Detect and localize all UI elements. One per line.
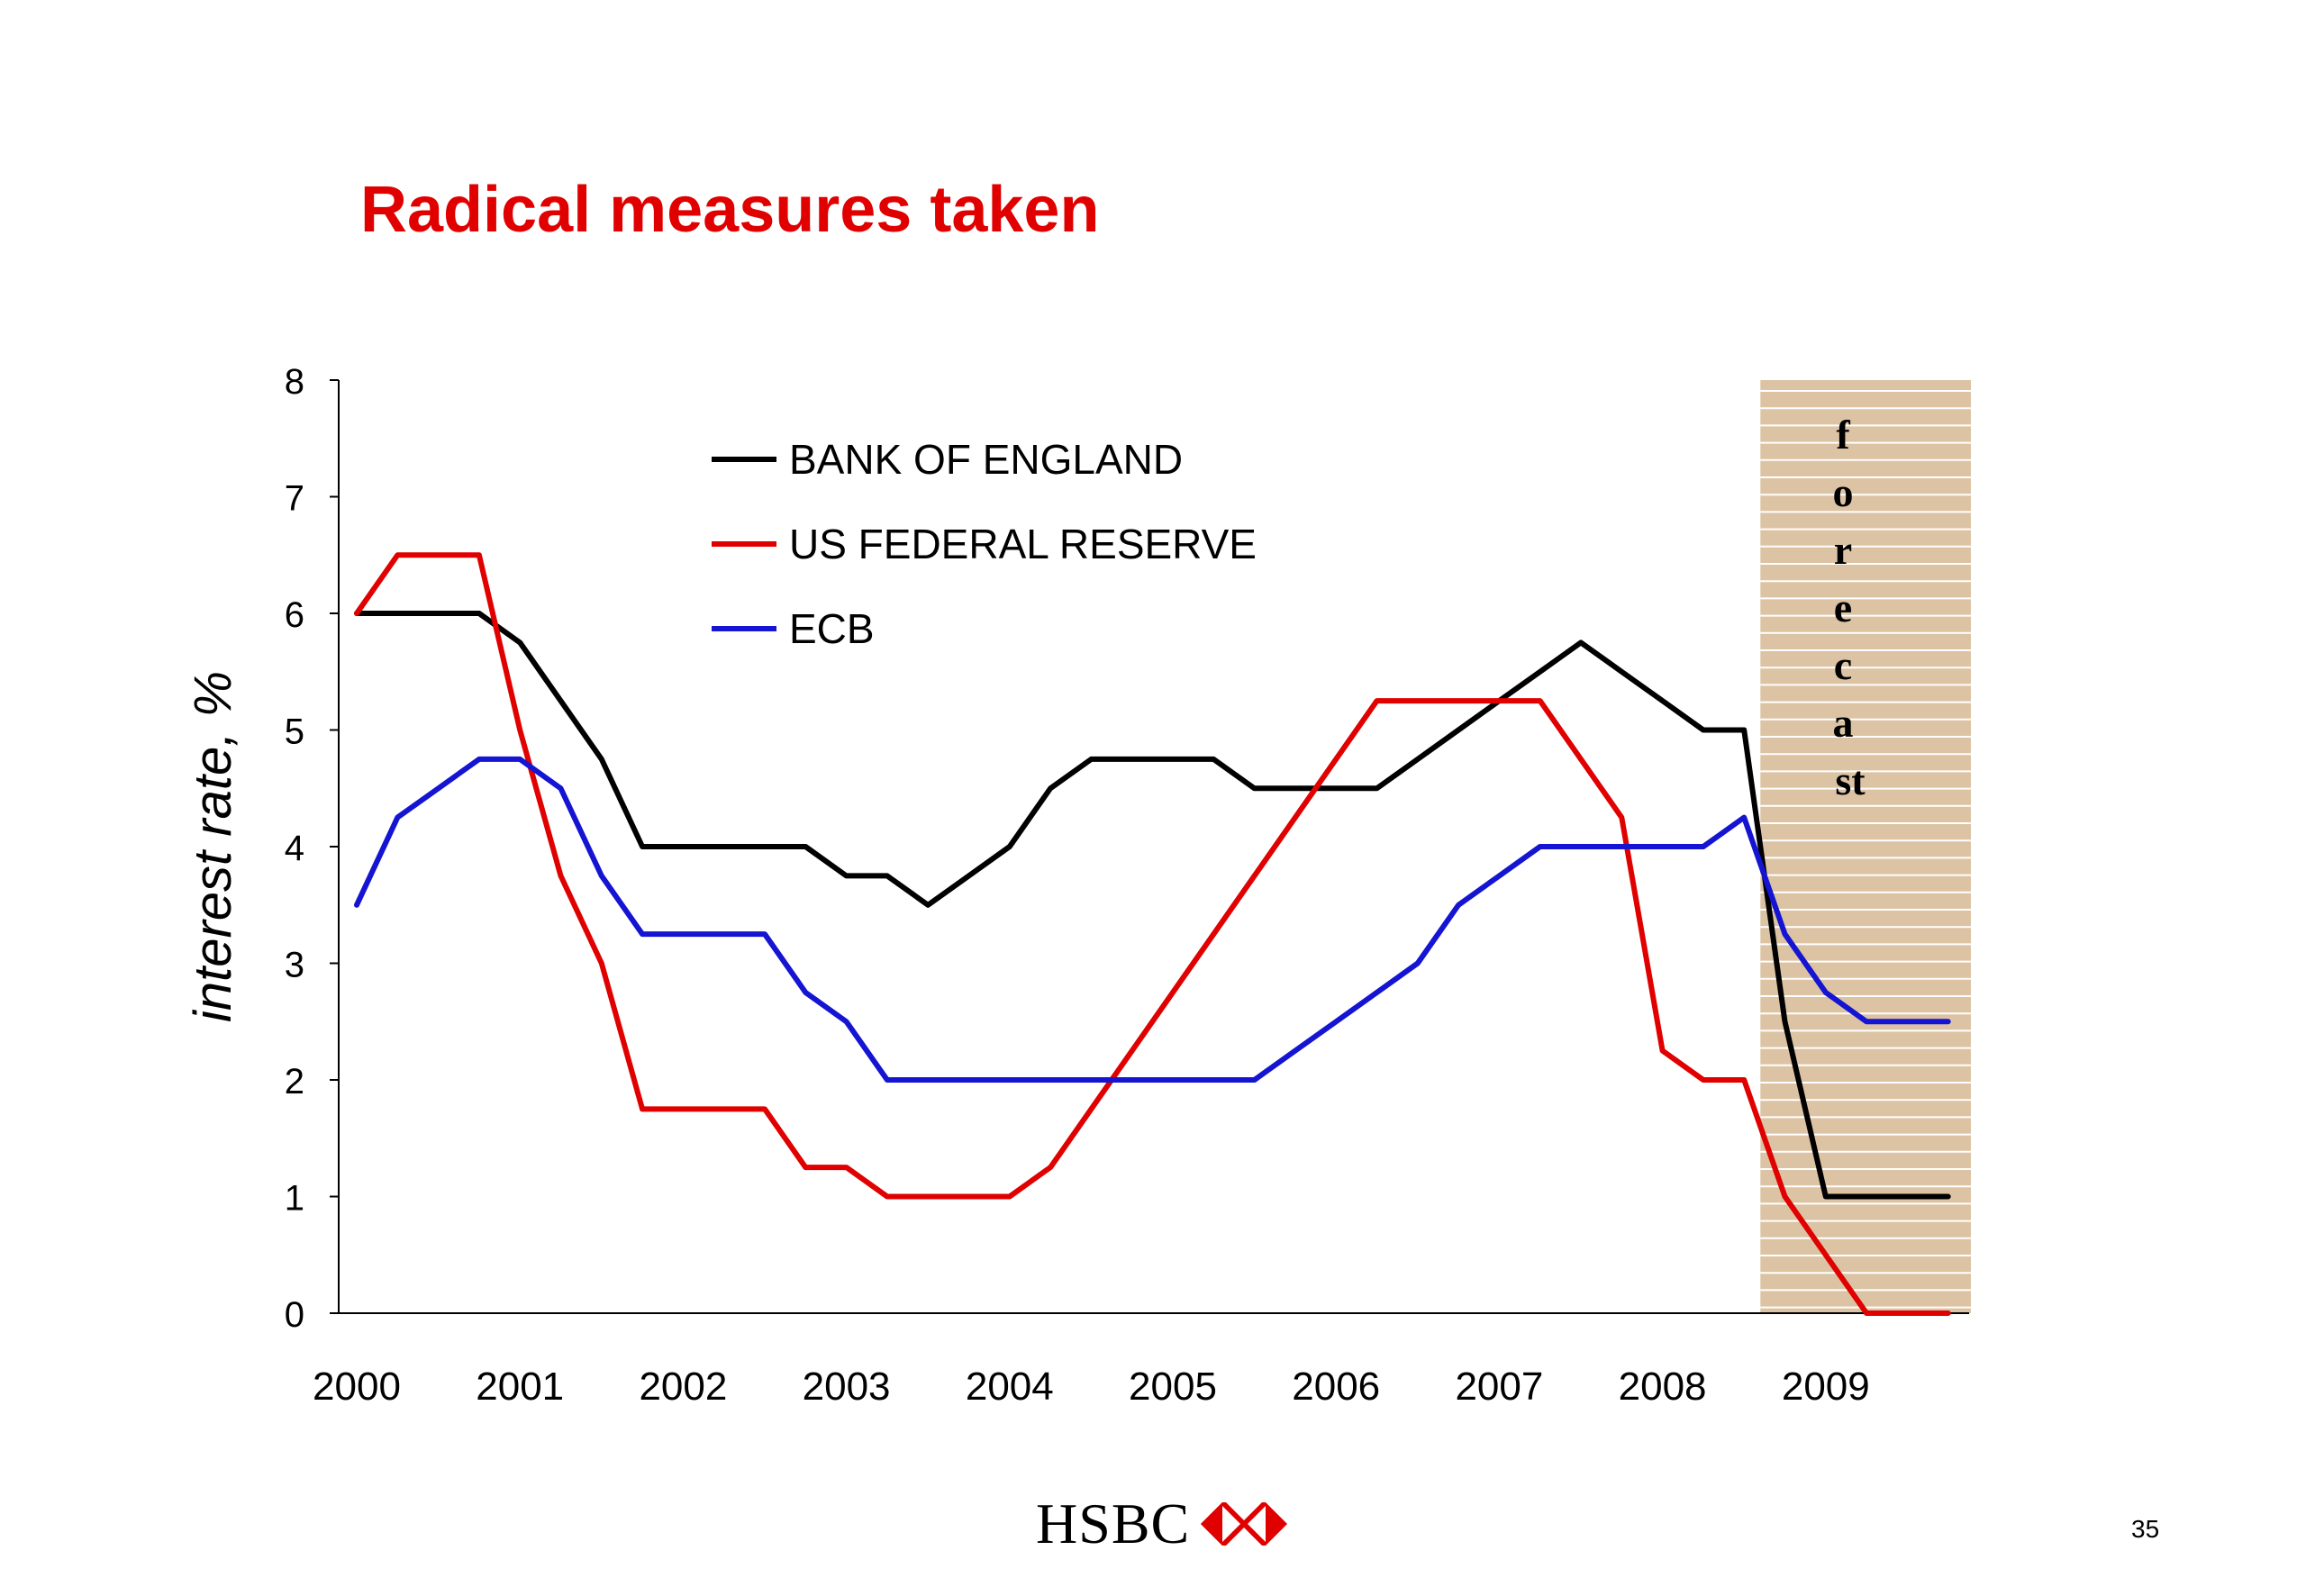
series-line-us-federal-reserve [354, 552, 1951, 1316]
x-tick-label: 2004 [966, 1365, 1054, 1409]
y-tick-label: 0 [285, 1295, 304, 1335]
y-tick-label: 1 [285, 1179, 304, 1219]
x-tick-label: 2001 [476, 1365, 564, 1409]
legend-item: US FEDERAL RESERVE [712, 521, 1257, 567]
slide-title: Radical measures taken [360, 174, 1100, 246]
x-tick-label: 2003 [803, 1365, 891, 1409]
legend-label: BANK OF ENGLAND [789, 436, 1183, 483]
y-tick-label: 3 [285, 946, 304, 985]
x-tick-label: 2009 [1782, 1365, 1870, 1409]
y-tick-label: 8 [285, 362, 304, 402]
page-number: 35 [2131, 1515, 2160, 1543]
x-tick-label: 2005 [1129, 1365, 1217, 1409]
legend-item: BANK OF ENGLAND [712, 436, 1183, 483]
y-tick-label: 6 [285, 595, 304, 635]
forecast-label-line: st [1835, 757, 1866, 803]
y-tick-label: 4 [285, 829, 304, 868]
forecast-region [1760, 380, 1971, 1313]
hsbc-brand: HSBC [1036, 1488, 1288, 1560]
y-tick-label: 7 [285, 479, 304, 519]
legend-label: US FEDERAL RESERVE [789, 521, 1257, 567]
forecast-label-line: o [1833, 469, 1854, 515]
forecast-label-line: f [1836, 412, 1850, 458]
x-tick-label: 2008 [1619, 1365, 1707, 1409]
x-tick-label: 2006 [1292, 1365, 1380, 1409]
forecast-label: f o r e c a st [1833, 412, 1866, 803]
forecast-label-line: r [1834, 527, 1852, 573]
legend-item: ECB [712, 605, 875, 652]
y-axis-label: interest rate, % [184, 671, 242, 1022]
x-tick-label: 2002 [639, 1365, 727, 1409]
forecast-label-line: a [1833, 700, 1854, 746]
brand-name: HSBC [1036, 1492, 1191, 1555]
forecast-region-background [1760, 380, 1971, 1313]
x-tick-label: 2000 [313, 1365, 401, 1409]
y-tick-label: 5 [285, 712, 304, 752]
hsbc-hexagon-logo-icon [1201, 1502, 1288, 1546]
forecast-label-line: e [1834, 585, 1852, 630]
forecast-label-line: c [1834, 642, 1852, 688]
y-tick-label: 2 [285, 1062, 304, 1102]
series-line-bank-of-england [354, 611, 1951, 1200]
series-line-ecb [354, 756, 1951, 1083]
x-tick-label: 2007 [1455, 1365, 1543, 1409]
legend-label: ECB [789, 605, 875, 652]
